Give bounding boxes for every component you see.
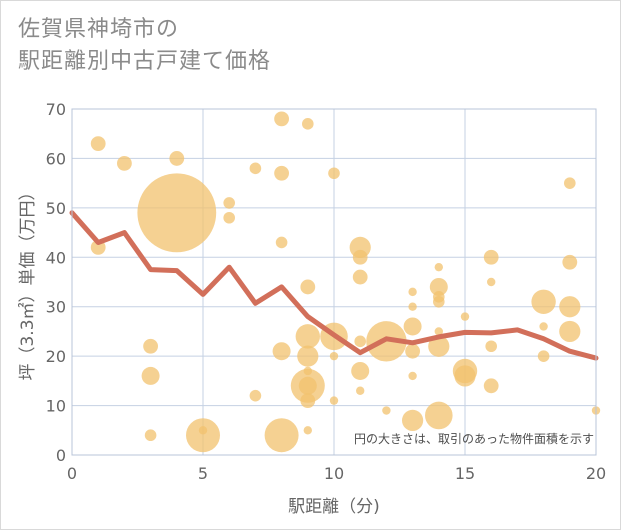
bubble-point [539,322,548,331]
bubble-point [249,389,262,402]
bubble-point [559,296,581,318]
bubble-point [408,371,417,381]
bubble-point [382,406,391,415]
bubble-point [408,287,417,297]
bubble-point [537,350,550,362]
bubble-point [117,155,132,171]
tick-labels: 0 10 20 30 40 50 60 70 0 5 10 15 20 [46,100,607,483]
x-tick-label: 5 [198,464,208,483]
chart-title: 佐賀県神埼市の 駅距離別中古戸建て価格 [18,14,271,78]
bubble-point [300,393,316,409]
bubble-point [275,236,288,249]
bubble-point [352,249,368,265]
x-axis-label: 駅距離（分) [288,497,380,517]
bubble-point [274,165,289,181]
bubble-point [405,343,420,359]
bubble-point [90,136,106,152]
x-tick-label: 10 [324,464,344,483]
bubble-point [531,289,556,314]
bubble-point [562,254,578,270]
bubble-point [433,295,445,308]
bubble-point [303,426,312,435]
bubble-point [428,335,450,357]
bubble-point [223,197,235,209]
x-tick-label: 15 [455,464,475,483]
bubble-point [137,173,217,253]
y-axis-label: 坪（3.3㎡）単価（万円） [18,183,38,380]
plot-area-border [71,108,597,456]
bubble-point [454,365,476,387]
y-tick-label: 0 [56,446,66,465]
x-tick-label: 20 [586,464,606,483]
y-tick-label: 10 [46,397,66,416]
bubble-point [297,345,319,367]
bubble-point [272,342,291,361]
average-price-line [69,210,599,361]
bubble-point [434,327,443,336]
chart-title-line-1: 佐賀県神埼市の [18,17,180,42]
bubble-point [329,351,339,361]
bubble-point [354,335,367,348]
bubble-point [198,426,208,435]
bubble-point [169,151,185,166]
bubble-point [186,418,220,453]
bubble-point [564,177,576,189]
y-tick-label: 40 [46,248,66,267]
bubble-point [487,277,496,287]
bubble-point [298,376,317,395]
bubble-point [328,167,340,180]
bubble-point [408,302,417,311]
bubble-point [249,162,262,175]
bubble-point [274,111,289,127]
y-tick-label: 30 [46,298,66,317]
bubble-point [429,277,448,296]
bubble-point [351,361,370,380]
bubble-point [356,386,365,395]
bubble-point [329,396,339,405]
bubble-point [402,409,424,431]
y-tick-label: 50 [46,199,66,218]
bubble-point [483,378,499,394]
y-tick-label: 20 [46,347,66,366]
y-tick-label: 70 [46,100,66,119]
bubble-point [425,401,453,430]
bubble-point [483,249,499,265]
bubble-point [295,324,320,349]
bubble-point [302,118,314,130]
bubble-point [485,340,498,353]
bubble-point [141,366,160,385]
bubble-point [300,279,316,295]
bubble-point [144,429,157,442]
bubble-point [460,312,470,321]
bubble-point [559,320,581,343]
bubble-point [434,262,443,272]
bubble-point [264,418,299,453]
bubble-point [303,366,312,376]
y-tick-label: 60 [46,149,66,168]
bubble-series [90,111,601,453]
bubble-size-note: 円の大きさは、取引のあった物件面積を示す [354,431,594,446]
bubble-point [223,211,235,224]
bubble-point [352,269,368,285]
bubble-point [143,338,159,354]
x-tick-label: 0 [67,464,77,483]
average-line-series [69,210,599,361]
bubble-point [403,317,422,336]
chart-title-line-2: 駅距離別中古戸建て価格 [18,49,272,74]
